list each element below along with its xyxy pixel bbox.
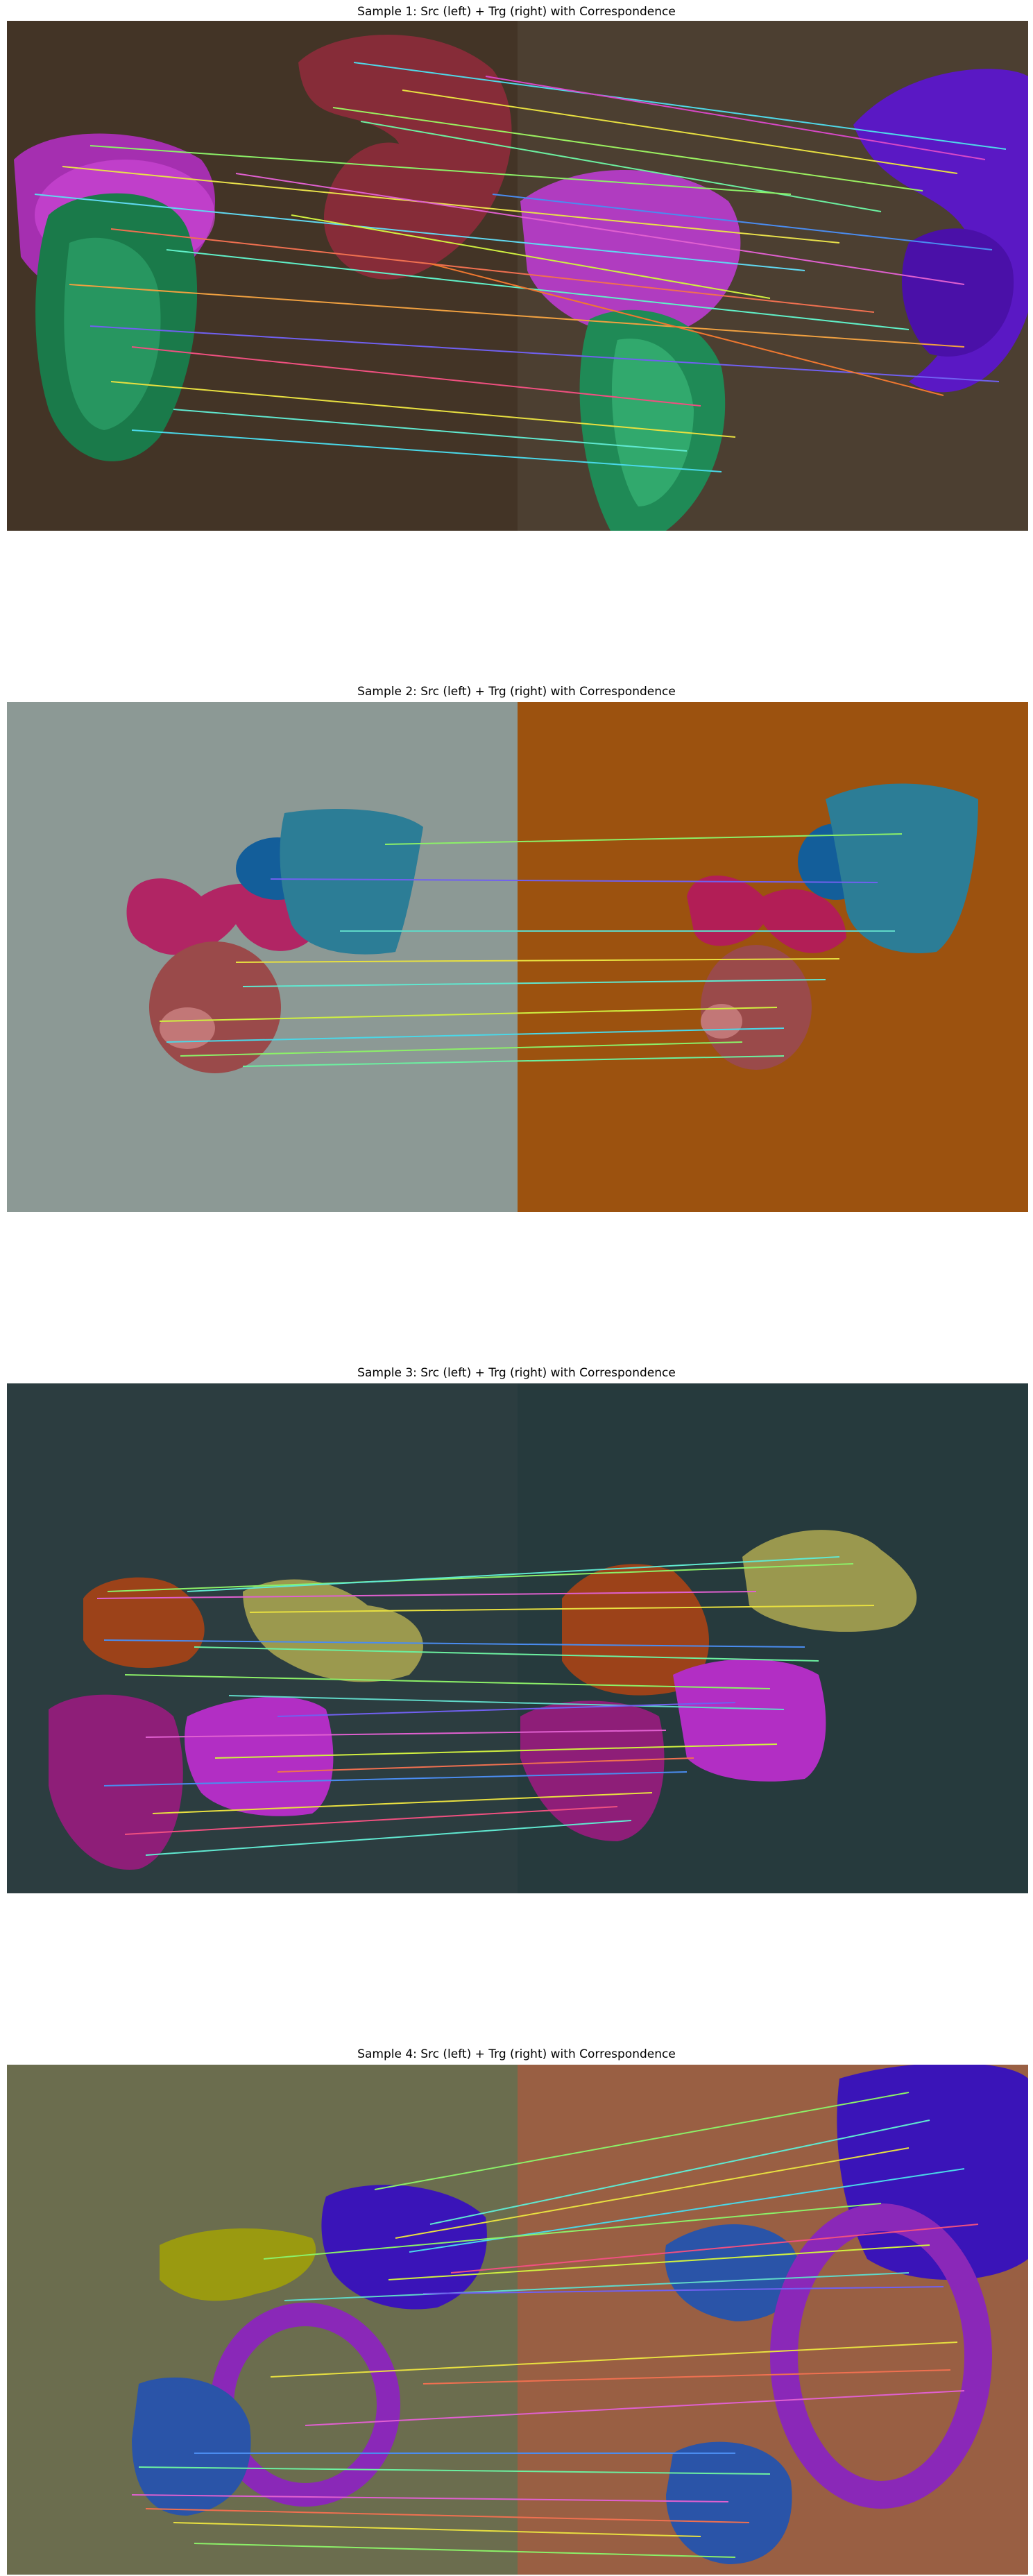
src-objects [49,1577,423,1870]
correspondence-lines [34,62,1007,472]
correspondence-figure [7,2065,1028,2575]
src-objects [132,2185,487,2516]
correspondence-figure [7,702,1028,1212]
sample-title: Sample 3: Src (left) + Trg (right) with … [357,1366,676,1380]
image-panel [7,2065,1028,2575]
correspondence-lines [159,833,903,1067]
correspondence-figure [7,1383,1028,1893]
image-panel [7,21,1028,531]
trg-objects [665,2065,1028,2564]
trg-objects [520,69,1028,531]
src-objects [126,809,423,1073]
trg-objects [520,1530,917,1841]
sample-title: Sample 4: Src (left) + Trg (right) with … [357,2047,676,2061]
correspondence-lines [96,1556,875,1856]
correspondence-lines [131,2092,979,2558]
sample-title: Sample 2: Src (left) + Trg (right) with … [357,685,676,699]
image-panel [7,1383,1028,1893]
correspondence-figure [7,21,1028,531]
src-background [7,702,518,1212]
image-panel [7,702,1028,1212]
sample-title: Sample 1: Src (left) + Trg (right) with … [357,5,676,19]
